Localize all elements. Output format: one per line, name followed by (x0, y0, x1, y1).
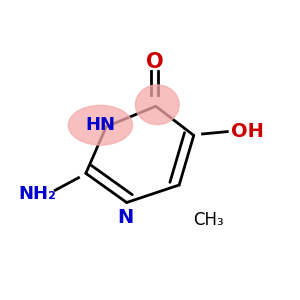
Ellipse shape (135, 85, 179, 124)
Text: O: O (146, 52, 163, 73)
Ellipse shape (68, 105, 133, 145)
Text: NH₂: NH₂ (19, 185, 57, 203)
Text: N: N (117, 208, 133, 226)
Text: OH: OH (231, 122, 264, 140)
Text: CH₃: CH₃ (193, 211, 224, 229)
Text: HN: HN (85, 116, 116, 134)
